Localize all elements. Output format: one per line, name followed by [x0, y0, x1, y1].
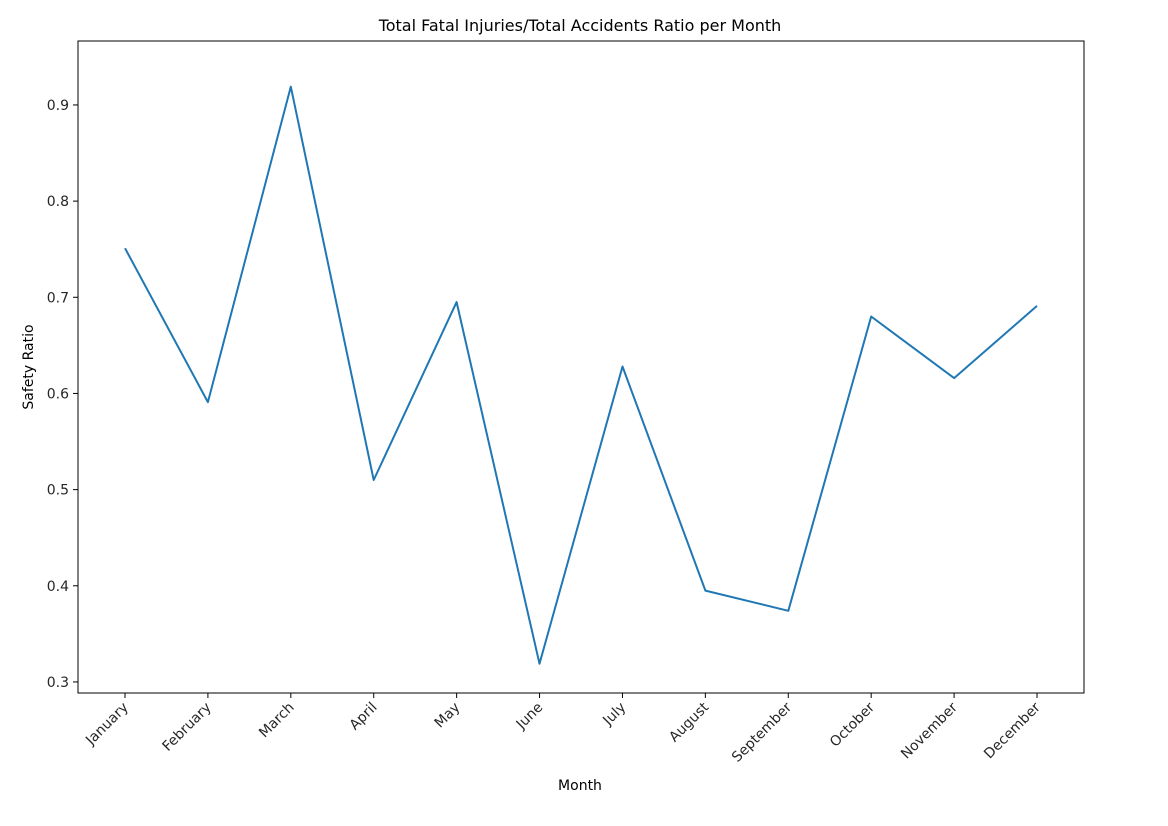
- y-tick-label: 0.9: [47, 98, 69, 114]
- y-axis-label: Safety Ratio: [21, 324, 37, 409]
- x-tick-label: September: [729, 699, 795, 765]
- series-layer: [124, 85, 1038, 665]
- x-tick-label: July: [599, 700, 629, 730]
- x-tick-label: August: [666, 699, 712, 745]
- series-line: [124, 85, 1038, 665]
- x-axis-label: Month: [558, 778, 602, 794]
- x-tick-label: May: [432, 700, 464, 732]
- x-tick-label: October: [827, 699, 878, 750]
- x-tick-label: December: [981, 699, 1044, 762]
- y-tick-label: 0.3: [47, 675, 69, 691]
- x-tick-label: January: [82, 700, 132, 750]
- y-tick-label: 0.8: [47, 194, 69, 210]
- x-tick-label: March: [256, 700, 297, 741]
- x-tick-label: June: [513, 700, 547, 734]
- y-tick-label: 0.7: [47, 290, 69, 306]
- x-tick-label: February: [160, 700, 215, 755]
- y-tick-label: 0.4: [47, 579, 69, 595]
- x-tick-label: November: [898, 699, 961, 762]
- y-tick-label: 0.6: [47, 386, 69, 402]
- x-tick-label: April: [347, 700, 381, 734]
- x-axis: January February March April May June July Augu…: [82, 693, 1044, 766]
- plot-area: [77, 40, 1085, 694]
- chart-title: Total Fatal Injuries/Total Accidents Rat…: [378, 16, 782, 35]
- y-tick-label: 0.5: [47, 483, 69, 499]
- y-axis: 0.3 0.4 0.5 0.6 0.7 0.8 0.9: [47, 98, 78, 691]
